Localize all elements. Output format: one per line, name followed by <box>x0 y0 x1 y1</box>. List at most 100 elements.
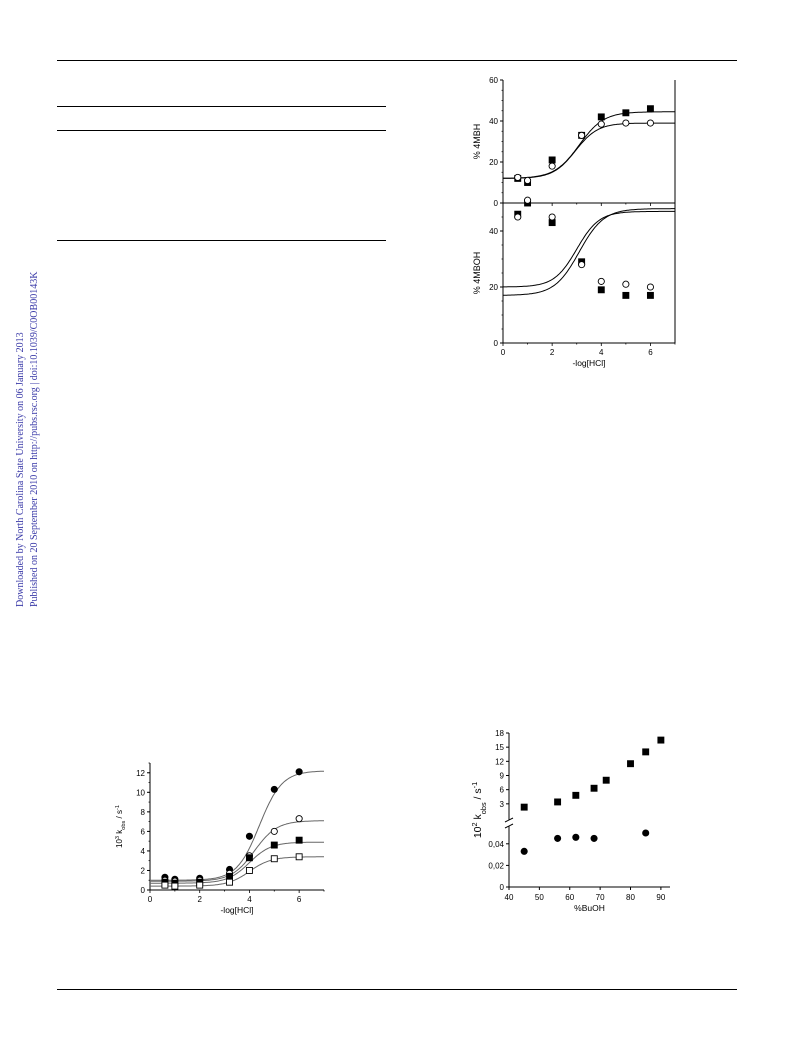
y-tick-label: 2 <box>141 866 146 875</box>
data-point-square-filled-2-3 <box>226 872 233 880</box>
x-tick-label: 6 <box>297 895 302 904</box>
data-point-circle-open-1-1 <box>524 196 532 204</box>
chart-kobs-buoh: 3 6 9 12 15 18 0 0,02 0,04 40 50 60 70 80 90 %BuOH 102 k… <box>470 729 670 913</box>
data-point-square-open-3-3 <box>226 878 233 886</box>
data-point-square-filled-0-3 <box>590 784 598 792</box>
table-rule-bottom <box>57 240 386 241</box>
data-point-circle-open-1-3 <box>578 261 586 269</box>
y-tick-label: 12 <box>136 769 145 778</box>
watermark-line-2: Published on 20 September 2010 on http:/… <box>29 271 40 607</box>
fit-curve-2 <box>150 820 324 882</box>
fit-curve-1 <box>150 770 324 881</box>
data-point-square-filled-0-7 <box>657 736 665 744</box>
data-point-circle-open-1-4 <box>597 277 605 285</box>
y-tick-label: 3 <box>500 800 505 809</box>
bottom-rule <box>57 989 737 990</box>
axis-break-mark-2 <box>504 823 514 829</box>
figure-4mbh-4mboh: 0 20 40 60 % 4MBH 0 20 40 0 2 4 6 -log[HCl] % 4MBOH <box>472 76 676 368</box>
fit-curve-2 <box>503 122 675 179</box>
table-rule-top <box>57 106 386 107</box>
data-point-square-filled-0-0 <box>520 803 528 811</box>
data-point-square-open-3-2 <box>196 881 204 889</box>
data-point-circle-open-1-5 <box>622 280 630 288</box>
data-point-circle-open-1-5 <box>622 119 630 127</box>
fit-curve-3 <box>150 841 324 884</box>
fit-curve-1 <box>503 208 675 296</box>
data-point-square-filled-0-6 <box>646 291 654 299</box>
y-tick-label: 0 <box>494 339 499 348</box>
data-point-square-filled-0-5 <box>622 109 630 117</box>
data-point-square-filled-0-4 <box>602 776 610 784</box>
data-point-circle-open-1-1 <box>524 176 532 184</box>
data-point-square-filled-0-5 <box>627 760 634 768</box>
data-point-circle-open-1-6 <box>646 119 654 127</box>
data-point-square-filled-0-6 <box>642 748 650 756</box>
y-tick-label: 18 <box>495 729 504 738</box>
data-point-square-open-3-5 <box>270 855 278 863</box>
x-tick-label: 70 <box>596 893 605 902</box>
y-tick-label: 6 <box>141 827 146 836</box>
chart-4mbh: 0 20 40 60 % 4MBH <box>472 76 676 208</box>
x-tick-label: 60 <box>565 893 574 902</box>
y-tick-label: 20 <box>489 283 498 292</box>
data-point-square-open-3-1 <box>171 882 179 890</box>
x-tick-label: 2 <box>197 895 202 904</box>
data-point-square-filled-2-4 <box>245 854 253 862</box>
download-watermark: Downloaded by North Carolina State Unive… <box>0 0 40 1039</box>
y-tick-label: 9 <box>500 772 505 781</box>
data-point-circle-filled-0-6 <box>295 768 303 776</box>
y-tick-label: 0 <box>500 883 505 892</box>
data-point-circle-open-1-6 <box>295 815 303 823</box>
y-tick-label: 0 <box>141 886 146 895</box>
y-tick-label: 0 <box>494 199 499 208</box>
fit-curve-4 <box>150 856 324 887</box>
data-point-square-filled-0-4 <box>597 113 605 121</box>
y-axis-label: 102 kobs / s-1 <box>470 782 488 838</box>
chart-kobs-hcl: 0 2 4 6 8 10 12 0 2 4 6 -log[HCl] 103 kobs / s-1 <box>115 762 325 915</box>
data-point-circle-filled-1-2 <box>572 833 580 841</box>
data-point-circle-open-1-6 <box>646 283 654 291</box>
data-point-square-filled-2-5 <box>270 841 278 849</box>
data-point-circle-filled-1-0 <box>520 847 528 855</box>
y-tick-label: 40 <box>489 117 498 126</box>
data-point-square-open-3-6 <box>295 853 303 861</box>
fit-curve-2 <box>503 210 675 288</box>
data-point-square-filled-0-2 <box>548 156 556 164</box>
data-point-circle-open-1-2 <box>548 213 556 221</box>
x-tick-label: 6 <box>648 348 653 357</box>
x-axis-label: -log[HCl] <box>220 905 253 915</box>
data-point-circle-filled-0-5 <box>270 785 278 793</box>
figure-kobs-hcl: 0 2 4 6 8 10 12 0 2 4 6 -log[HCl] 103 kobs / s-1 <box>115 762 325 915</box>
data-point-square-filled-0-1 <box>554 798 562 806</box>
x-tick-label: 4 <box>599 348 604 357</box>
data-point-circle-open-1-5 <box>270 827 278 835</box>
x-axis-label: -log[HCl] <box>572 358 605 368</box>
chart-4mboh: 0 20 40 0 2 4 6 -log[HCl] % 4MBOH <box>472 196 676 368</box>
y-tick-label: 10 <box>136 788 145 797</box>
data-point-circle-open-1-3 <box>578 131 586 139</box>
axis-break-mark-1 <box>504 817 514 823</box>
x-tick-label: 0 <box>148 895 153 904</box>
data-point-square-filled-0-4 <box>597 286 605 294</box>
data-point-circle-filled-0-4 <box>245 832 253 840</box>
data-point-square-open-3-4 <box>245 867 253 874</box>
data-point-circle-filled-1-1 <box>554 834 562 842</box>
y-tick-label: 0,04 <box>488 840 504 849</box>
data-point-square-filled-0-2 <box>572 791 580 799</box>
y-tick-label: 20 <box>489 158 498 167</box>
y-tick-label: 12 <box>495 757 504 766</box>
data-point-square-filled-2-6 <box>295 836 303 844</box>
x-tick-label: 80 <box>626 893 635 902</box>
data-point-circle-open-1-4 <box>597 120 605 128</box>
y-axis-label: % 4MBH <box>472 124 482 160</box>
data-point-circle-filled-1-4 <box>642 829 650 837</box>
y-axis-label: 103 kobs / s-1 <box>115 805 127 848</box>
y-tick-label: 8 <box>141 808 146 817</box>
table-rule-header <box>57 130 386 131</box>
x-tick-label: 0 <box>501 348 506 357</box>
y-tick-label: 60 <box>489 76 498 85</box>
y-tick-label: 6 <box>500 786 505 795</box>
y-axis-label: % 4MBOH <box>472 252 482 295</box>
figure-kobs-buoh: 3 6 9 12 15 18 0 0,02 0,04 40 50 60 70 80 90 %BuOH 102 k… <box>470 729 670 913</box>
data-point-circle-open-1-2 <box>548 162 556 170</box>
